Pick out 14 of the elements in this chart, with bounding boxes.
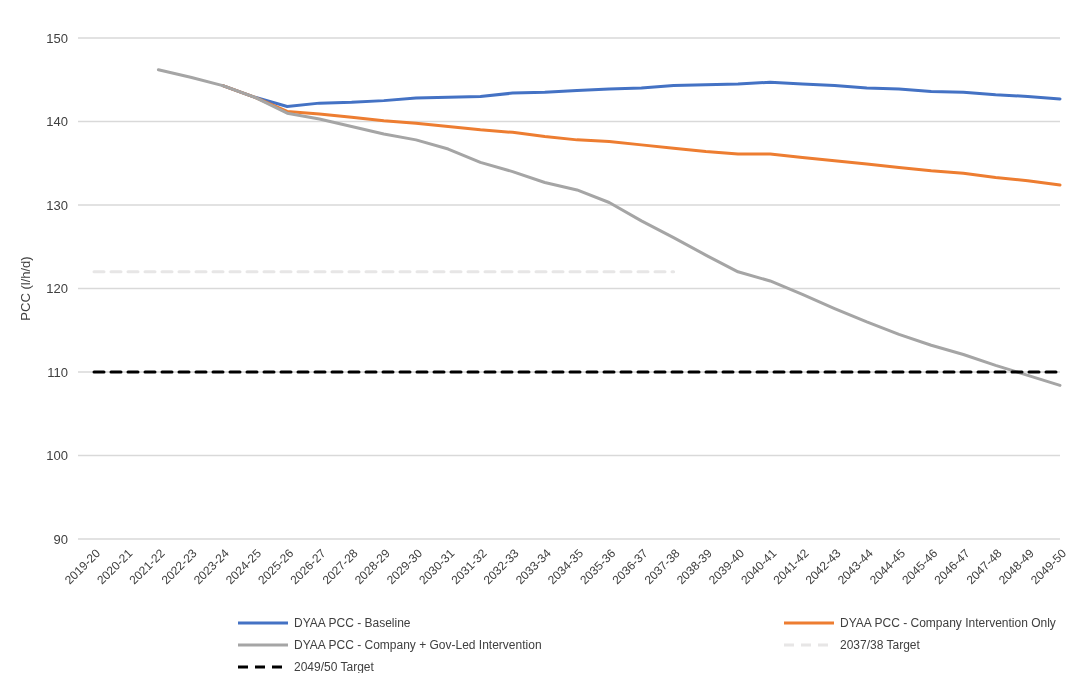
legend-label: DYAA PCC - Company Intervention Only xyxy=(840,616,1056,631)
legend-label: DYAA PCC - Baseline xyxy=(294,616,411,631)
y-axis-title: PCC (l/h/d) xyxy=(18,256,33,321)
line-series xyxy=(156,68,1062,387)
legend-label: 2037/38 Target xyxy=(840,638,921,653)
y-tick-label: 100 xyxy=(46,448,68,464)
y-tick-label: 130 xyxy=(46,197,68,213)
y-tick-label: 110 xyxy=(47,364,68,380)
legend-label: 2049/50 Target xyxy=(294,660,375,675)
legend-label: DYAA PCC - Company + Gov-Led Intervention xyxy=(294,638,542,653)
y-tick-label: 150 xyxy=(46,30,68,46)
y-tick-label: 90 xyxy=(53,531,68,547)
y-tick-label: 120 xyxy=(46,281,68,297)
y-tick-label: 140 xyxy=(46,114,68,130)
